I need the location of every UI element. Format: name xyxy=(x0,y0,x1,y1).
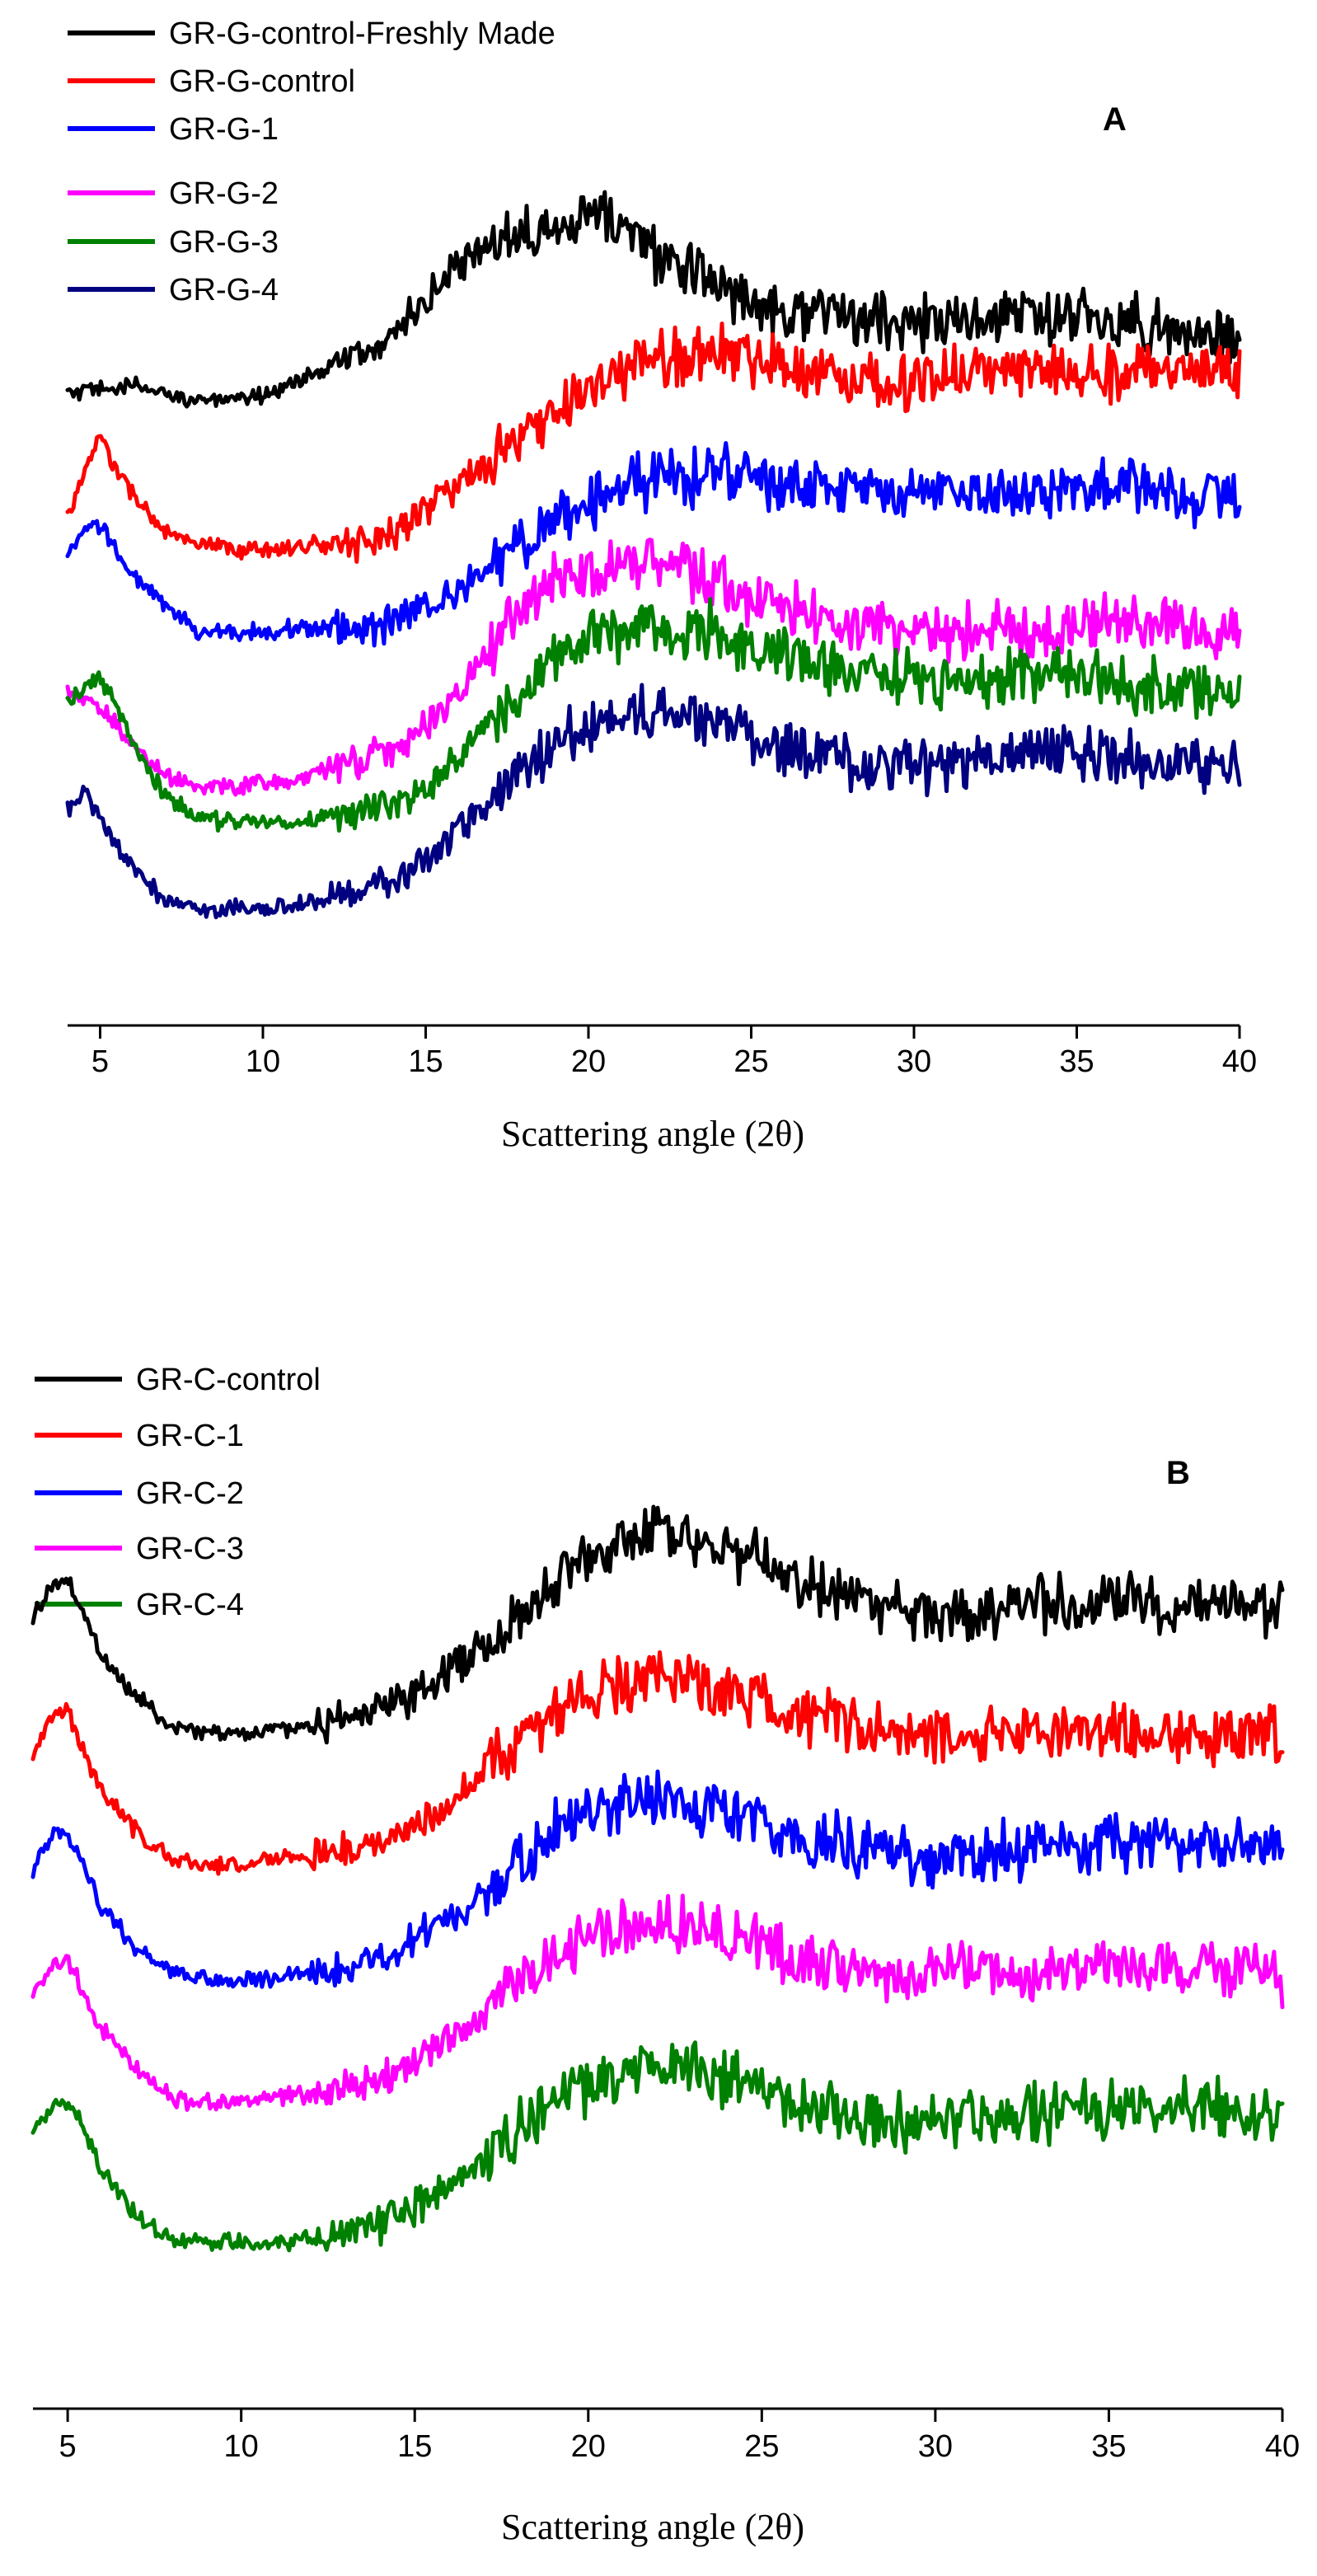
series-line-gr-g-1 xyxy=(65,441,1242,648)
x-axis-title-b: Scattering angle (2θ) xyxy=(501,2507,804,2547)
x-tick-label: 40 xyxy=(1222,1044,1257,1079)
legend-entry: GR-G-2 xyxy=(68,176,279,211)
legend-entry: GR-G-1 xyxy=(68,112,279,147)
series-line-gr-c-2 xyxy=(30,1769,1285,1989)
x-tick-label: 5 xyxy=(91,1044,109,1079)
series-layer-a xyxy=(65,190,1242,920)
x-tick-label: 40 xyxy=(1265,2429,1300,2464)
x-ticks-b: 5 10 15 20 25 30 35 40 xyxy=(59,2409,1300,2464)
panel-b: B GR-C-control GR-C-1 GR-C-2 GR-C-3 GR-C… xyxy=(30,1363,1300,2547)
legend-label: GR-C-4 xyxy=(136,1588,244,1622)
panel-a: A GR-G-control-Freshly Made GR-G-control… xyxy=(65,16,1257,1154)
legend-label: GR-G-control xyxy=(169,64,355,99)
legend-label: GR-C-3 xyxy=(136,1532,244,1566)
legend-label: GR-G-2 xyxy=(169,176,279,211)
legend-entry: GR-G-3 xyxy=(68,225,279,260)
legend-label: GR-G-4 xyxy=(169,273,279,307)
x-tick-label: 20 xyxy=(571,1044,606,1079)
series-line-gr-c-3 xyxy=(30,1893,1285,2112)
x-tick-label: 35 xyxy=(1091,2429,1126,2464)
legend-entry: GR-C-2 xyxy=(35,1476,244,1511)
x-tick-label: 15 xyxy=(408,1044,443,1079)
x-ticks-a: 5 10 15 20 25 30 35 40 xyxy=(91,1025,1257,1079)
x-tick-label: 15 xyxy=(397,2429,432,2464)
legend-entry: GR-C-4 xyxy=(35,1588,244,1622)
legend-label: GR-G-1 xyxy=(169,112,279,147)
legend-entry: GR-G-control-Freshly Made xyxy=(68,16,555,51)
x-tick-label: 25 xyxy=(733,1044,768,1079)
series-line-gr-c-1 xyxy=(30,1650,1285,1876)
x-axis-title-a: Scattering angle (2θ) xyxy=(501,1114,804,1154)
series-line-gr-g-3 xyxy=(65,597,1242,833)
legend-entry: GR-G-4 xyxy=(68,273,279,307)
legend-label: GR-C-2 xyxy=(136,1476,244,1511)
series-line-gr-g-2 xyxy=(65,537,1242,797)
legend-label: GR-C-1 xyxy=(136,1419,244,1453)
x-tick-label: 20 xyxy=(571,2429,606,2464)
legend-label: GR-C-control xyxy=(136,1363,321,1397)
legend-label: GR-G-3 xyxy=(169,225,279,260)
series-layer-b xyxy=(30,1504,1285,2253)
legend-entry: GR-C-3 xyxy=(35,1532,244,1566)
x-tick-label: 5 xyxy=(59,2429,77,2464)
x-tick-label: 35 xyxy=(1059,1044,1094,1079)
series-line-gr-c-control xyxy=(30,1504,1285,1745)
legend-b: GR-C-control GR-C-1 GR-C-2 GR-C-3 GR-C-4 xyxy=(35,1363,321,1622)
x-tick-label: 25 xyxy=(744,2429,779,2464)
series-line-gr-g-control xyxy=(65,321,1242,564)
series-line-gr-g-4 xyxy=(65,683,1242,920)
x-tick-label: 10 xyxy=(224,2429,259,2464)
legend-a: GR-G-control-Freshly Made GR-G-control G… xyxy=(68,16,555,307)
legend-entry: GR-C-1 xyxy=(35,1419,244,1453)
panel-label-b: B xyxy=(1166,1455,1190,1491)
legend-entry: GR-G-control xyxy=(68,64,355,99)
series-line-gr-c-4 xyxy=(30,2040,1285,2253)
x-tick-label: 30 xyxy=(918,2429,953,2464)
panel-label-a: A xyxy=(1103,101,1127,138)
x-tick-label: 30 xyxy=(897,1044,931,1079)
x-tick-label: 10 xyxy=(246,1044,280,1079)
legend-entry: GR-C-control xyxy=(35,1363,321,1397)
series-line-gr-g-control-freshly-made xyxy=(65,190,1242,409)
legend-label: GR-G-control-Freshly Made xyxy=(169,16,555,51)
